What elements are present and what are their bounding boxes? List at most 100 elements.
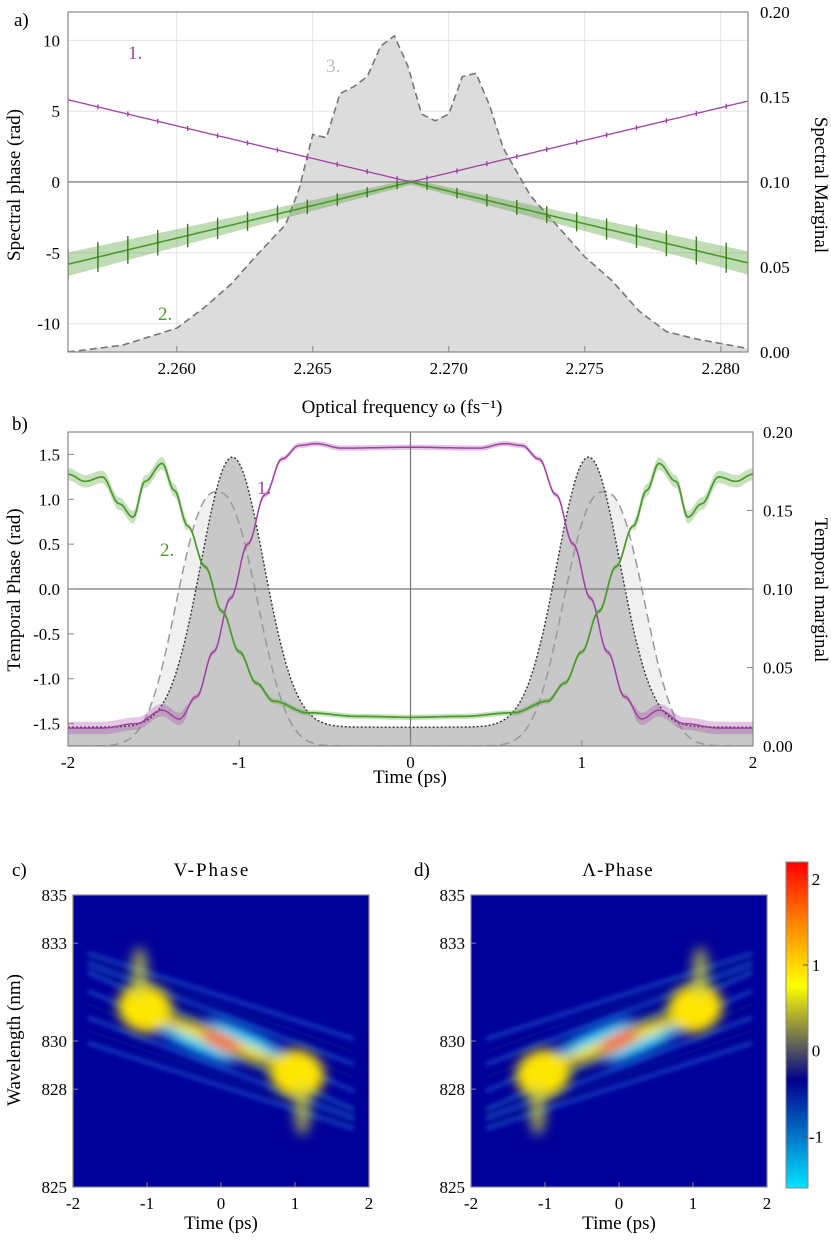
panel-label-d: d)	[414, 860, 430, 881]
series-label-2: 2.	[158, 304, 172, 325]
tick-label-x: 1	[578, 753, 587, 772]
tick-label-x: 1	[291, 1194, 300, 1213]
tick-label-y: 10	[43, 31, 60, 50]
x-axis-label-d: Time (ps)	[582, 1213, 656, 1234]
tick-label-y2: 0.05	[760, 258, 790, 277]
tick-label-x: -2	[61, 753, 75, 772]
ticks-a: 2.260 2.265 2.270 2.275 2.280 10 5 0 -5 -10 0.20 0.…	[37, 3, 789, 378]
lobe-group	[515, 947, 723, 1135]
temporal-phase-series-1	[68, 442, 753, 729]
series-label-2-b: 2.	[160, 540, 174, 561]
lobe-tail-top	[529, 1083, 546, 1135]
tick-label-y: 835	[42, 886, 68, 905]
tick-label-y2: 0.00	[760, 343, 790, 362]
tick-label-y: -1.0	[33, 670, 60, 689]
tick-label-y: 5	[52, 102, 61, 121]
x-axis-label-c: Time (ps)	[184, 1213, 258, 1234]
cyan-band-2	[604, 1027, 682, 1064]
phase-series-1	[68, 99, 748, 183]
series-label-3: 3.	[326, 56, 340, 77]
panel-label-a: a)	[14, 10, 29, 31]
lobe-upper	[117, 983, 173, 1033]
tick-label-y: -0.5	[33, 625, 60, 644]
tick-label-x: 0	[615, 1194, 624, 1213]
tick-label-x: -1	[538, 1194, 552, 1213]
lobe-tail-bottom	[692, 947, 709, 999]
y-axis-label-b: Temporal Phase (rad)	[4, 508, 25, 671]
tick-label-y: -5	[46, 244, 60, 263]
tick-label-y: 830	[42, 1032, 68, 1051]
tick-label-y: 1.0	[39, 490, 60, 509]
tick-label-x: -2	[464, 1194, 478, 1213]
tick-label-y: -1.5	[33, 715, 60, 734]
panel-c: c) V-Phase -2 -1 0 1 2 835 833 830 828 825 Time (…	[4, 860, 373, 1234]
phase-series-2	[68, 181, 748, 266]
tick-label-x: 2.265	[294, 359, 332, 378]
series-label-1: 1.	[128, 43, 142, 64]
tick-label-y: 825	[440, 1178, 466, 1197]
tick-label-x: 2	[365, 1194, 374, 1213]
tick-label-y2: 0.10	[763, 580, 793, 599]
panel-d: d) Λ-Phase -2 -1 0 1 2 835 833 830 828 825 Time (…	[414, 860, 771, 1234]
tick-label-y: 1.5	[39, 445, 60, 464]
tick-label-x: 1	[689, 1194, 698, 1213]
heatmap-title-c: V-Phase	[174, 860, 251, 881]
series-label-1-b: 1.	[257, 478, 271, 499]
tick-label-y2: 0.20	[760, 3, 790, 22]
colorbar-gradient	[785, 861, 809, 1189]
tick-label-y2: 0.15	[763, 502, 793, 521]
colorbar: 2 1 0 -1	[785, 861, 823, 1189]
tick-label-x: 2.270	[430, 359, 468, 378]
tick-label-y: 825	[42, 1178, 68, 1197]
lobe-tail-bottom	[294, 1083, 311, 1135]
red-core	[598, 1030, 640, 1052]
tick-label-y2: 0.15	[760, 88, 790, 107]
panel-b: b) -2 -1 0 1 2 1.5 1.0 0.5 0.0 -0.5 -1.0 -1.5 0.20 0.…	[4, 414, 831, 788]
tick-label-y: 0.5	[39, 535, 60, 554]
tick-label-y: 0	[52, 173, 61, 192]
panel-label-c: c)	[12, 860, 27, 881]
temporal-phase-series-2	[68, 462, 753, 719]
y2-axis-label-a: Spectral Marginal	[810, 117, 831, 253]
tick-label-x: 2.275	[566, 359, 604, 378]
tick-label-x: -1	[232, 753, 246, 772]
spectral-marginal-area	[68, 35, 748, 352]
colorbar-tick-label: -1	[809, 1128, 823, 1147]
tick-label-x: 0	[406, 753, 415, 772]
y-axis-label-a: Spectral phase (rad)	[4, 109, 25, 261]
red-core	[200, 1030, 242, 1052]
tick-label-y2: 0.10	[760, 173, 790, 192]
x-axis-label-b: Time (ps)	[373, 767, 447, 788]
colorbar-tick-label: 1	[812, 956, 821, 975]
temporal-marginal-dashed	[68, 490, 753, 746]
tick-label-x: 2	[763, 1194, 772, 1213]
tick-label-y: -10	[37, 315, 60, 334]
heatmap-title-d: Λ-Phase	[582, 860, 653, 881]
tick-label-y2: 0.20	[763, 423, 793, 442]
colorbar-ticks: 2 1 0 -1	[803, 870, 823, 1147]
ticks-b: -2 -1 0 1 2 1.5 1.0 0.5 0.0 -0.5 -1.0 -1.5 0.20 0.15 0…	[33, 423, 793, 772]
tick-label-x: 0	[217, 1194, 226, 1213]
ticks-c: -2 -1 0 1 2 835 833 830 828 825	[42, 886, 374, 1213]
heatmap-d	[484, 947, 754, 1135]
cyan-band-1	[158, 1027, 236, 1064]
lobe-lower	[667, 983, 723, 1033]
frame-a	[67, 11, 749, 353]
tick-label-y: 833	[440, 934, 466, 953]
error-bars-a	[68, 97, 727, 281]
cyan-band-1	[556, 1018, 634, 1055]
tick-label-x: -1	[140, 1194, 154, 1213]
spectral-marginal-curve	[68, 34, 748, 352]
tick-label-y2: 0.00	[763, 737, 793, 756]
tick-label-y: 835	[440, 886, 466, 905]
cyan-band-2	[206, 1018, 284, 1055]
colorbar-tick-label: 2	[812, 870, 821, 889]
phase-2-band	[68, 179, 748, 276]
tick-label-y: 833	[42, 934, 68, 953]
y-axis-label-c: Wavelength (nm)	[4, 974, 25, 1106]
tick-label-y: 0.0	[39, 580, 60, 599]
lobe-group	[117, 947, 325, 1135]
tick-label-y: 828	[42, 1080, 68, 1099]
tick-label-y: 830	[440, 1032, 466, 1051]
